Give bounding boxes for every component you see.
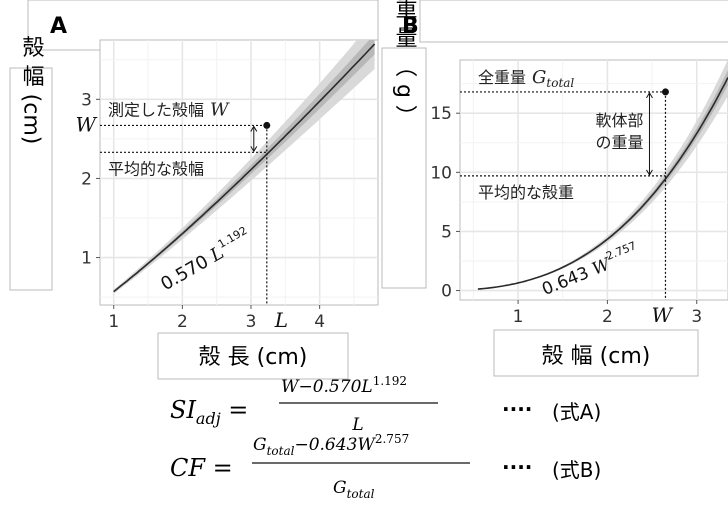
panel-b-gridlines <box>460 60 728 300</box>
panel-a-fit-curve <box>113 43 376 293</box>
panel-b-letter: B <box>402 14 419 39</box>
formula-a-dots: ···· <box>502 397 532 421</box>
panel-b-plot-area <box>459 59 728 301</box>
b-point-x-label: W <box>651 303 673 327</box>
formula-b-num-sub: total <box>267 444 295 458</box>
panel-b-ylabel-box <box>381 47 427 289</box>
a-observed-label: 測定した殻幅 W <box>108 99 230 120</box>
a-point-y-label: W <box>75 112 97 136</box>
formula-b-den-g: G <box>333 478 347 498</box>
b-x-tick: 3 <box>691 307 702 327</box>
a-inner-band <box>113 40 375 293</box>
b-mean-label: 平均的な殻重 <box>478 183 574 202</box>
panel-b-ylabel: 重 量 （ g ） <box>392 0 418 127</box>
formula-b-num-exp: 2.757 <box>375 432 409 446</box>
a-point-x-label: L <box>274 308 288 332</box>
formula-a-tag: (式A) <box>552 400 601 424</box>
formula-a-denominator: L <box>351 415 363 435</box>
panel-b-xlabel: 殻 幅 (cm) <box>542 344 651 369</box>
formula-b-lhs: CF <box>170 454 206 482</box>
a-x-tick: 4 <box>314 312 325 332</box>
svg-text:SIadj =: SIadj = <box>170 396 248 428</box>
panel-a-confidence-band <box>113 40 375 294</box>
formula-b: CF = Gtotal−0.643W2.757 Gtotal ···· (式B) <box>170 432 601 501</box>
svg-text:W−0.570L1.192: W−0.570L1.192 <box>281 374 407 397</box>
panel-b-fit-curve <box>477 77 728 290</box>
a-y-tick: 2 <box>81 169 92 189</box>
a-diff-arrowhead-bottom <box>250 146 258 153</box>
a-diff-arrowhead-top <box>250 125 258 132</box>
b-observed-point <box>661 88 669 96</box>
panel-a-xlabel: 殻 長 (cm) <box>199 345 308 370</box>
svg-text:Gtotal−0.643W2.757: Gtotal−0.643W2.757 <box>253 432 409 458</box>
a-observed-point <box>263 121 271 129</box>
b-diff-arrowhead-top <box>646 91 653 99</box>
svg-text:CF =: CF = <box>170 454 233 482</box>
b-total-label: 全重量 Gtotal <box>478 67 574 90</box>
a-x-tick: 2 <box>177 312 188 332</box>
formula-a-lhs: SI <box>170 396 196 424</box>
b-x-tick: 2 <box>602 307 613 327</box>
formula-b-den-sub: total <box>347 487 375 501</box>
b-y-tick: 5 <box>441 222 452 242</box>
b-y-tick: 0 <box>441 282 452 302</box>
panel-a-xlabel-box <box>157 332 349 380</box>
panel-a-letter: A <box>50 14 67 39</box>
b-y-tick: 10 <box>430 163 452 183</box>
formula-b-num-mid: −0.643W <box>294 435 376 455</box>
panel-a-ylabel: 殻 幅 (cm) <box>19 36 45 145</box>
a-x-tick: 1 <box>108 312 119 332</box>
panel-a-gridlines <box>100 40 378 305</box>
a-mean-label: 平均的な殻幅 <box>108 159 204 178</box>
a-outer-band <box>113 40 375 294</box>
a-y-tick: 3 <box>81 90 92 110</box>
a-x-tick: 3 <box>246 312 257 332</box>
panel-a-tick-labels: 1 2 3 4 1 2 3 <box>81 90 325 332</box>
b-diff-arrowhead-bottom <box>646 169 653 176</box>
b-y-tick: 15 <box>430 104 452 124</box>
a-curve-line <box>113 43 376 293</box>
formula-a-numerator: W−0.570L <box>281 377 373 397</box>
formula-b-tag: (式B) <box>552 458 601 482</box>
formula-b-dots: ···· <box>502 455 532 479</box>
svg-text:Gtotal: Gtotal <box>333 478 375 501</box>
b-soft-label-line1: 軟体部 <box>595 111 643 130</box>
b-soft-label-line2: の重量 <box>595 133 643 152</box>
formula-a: SIadj = W−0.570L1.192 L ···· (式A) <box>170 374 601 435</box>
formula-b-num-g: G <box>253 435 267 455</box>
formula-a-num-exp: 1.192 <box>373 374 407 388</box>
panel-b-header-box <box>419 0 728 43</box>
panel-b-tick-labels: 1 2 3 0 5 10 15 <box>430 104 702 327</box>
b-curve-line <box>477 77 728 290</box>
formula-a-lhs-sub: adj <box>196 409 221 428</box>
panel-a-ylabel-box <box>9 67 53 291</box>
a-y-tick: 1 <box>81 249 92 269</box>
b-x-tick: 1 <box>513 307 524 327</box>
panel-b-xlabel-box <box>493 329 699 377</box>
